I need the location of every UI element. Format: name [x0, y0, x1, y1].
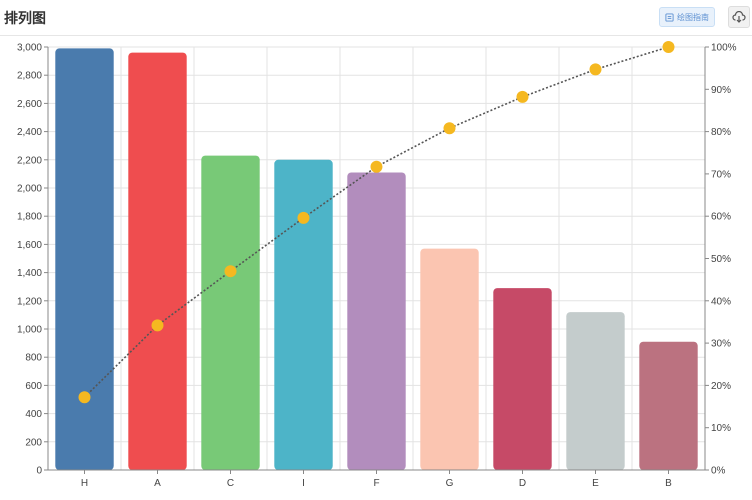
bar-F — [347, 172, 406, 471]
y-tick-label: 0 — [36, 466, 42, 477]
y2-tick-label: 50% — [711, 254, 731, 265]
tick-labels: 0 200 400 600 800 1,000 1,200 1,400 1,600 1,800 2,… — [17, 43, 737, 490]
cumulative-point-C — [224, 265, 237, 278]
axes — [44, 46, 709, 474]
cumulative-point-G — [443, 122, 456, 135]
bar-C — [201, 155, 260, 470]
bar-I — [274, 159, 333, 471]
y-tick-label: 600 — [25, 381, 42, 392]
cumulative-point-I — [297, 211, 310, 224]
cumulative-point-A — [151, 319, 164, 332]
y-tick-label: 1,400 — [17, 268, 42, 279]
y2-tick-label: 70% — [711, 169, 731, 180]
y-tick-label: 2,800 — [17, 71, 42, 82]
bars — [55, 48, 698, 471]
y2-tick-label: 90% — [711, 85, 731, 96]
bar-G — [420, 248, 479, 470]
y-tick-label: 2,200 — [17, 155, 42, 166]
y2-tick-label: 0% — [711, 466, 726, 477]
y2-tick-label: 30% — [711, 339, 731, 350]
cloud-download-icon — [732, 11, 746, 23]
y2-tick-label: 10% — [711, 423, 731, 434]
page-title: 排列图 — [4, 11, 46, 27]
x-tick-label: E — [592, 478, 599, 489]
chart-header: 排列图 绘图指南 — [0, 0, 752, 36]
x-tick-label: C — [227, 478, 234, 489]
guide-book-icon — [665, 12, 674, 22]
x-tick-label: A — [154, 478, 161, 489]
bar-B — [639, 341, 698, 470]
y-tick-label: 1,800 — [17, 212, 42, 223]
cumulative-point-B — [662, 41, 675, 53]
y-tick-label: 800 — [25, 353, 42, 364]
y-tick-label: 400 — [25, 409, 42, 420]
x-tick-label: B — [665, 478, 672, 489]
bar-H — [55, 48, 114, 470]
y-tick-label: 2,000 — [17, 184, 42, 195]
bar-A — [128, 52, 187, 470]
y2-tick-label: 20% — [711, 381, 731, 392]
drawing-guide-label: 绘图指南 — [677, 12, 709, 22]
x-tick-label: F — [373, 478, 379, 489]
x-tick-label: H — [81, 478, 88, 489]
y-tick-label: 3,000 — [17, 43, 42, 54]
y2-tick-label: 100% — [711, 43, 737, 54]
y-tick-label: 1,000 — [17, 325, 42, 336]
cumulative-point-H — [78, 391, 91, 404]
y-tick-label: 1,200 — [17, 296, 42, 307]
x-tick-label: D — [519, 478, 526, 489]
y-tick-label: 1,600 — [17, 240, 42, 251]
cumulative-point-E — [589, 63, 602, 76]
y2-tick-label: 40% — [711, 296, 731, 307]
cumulative-point-F — [370, 160, 383, 173]
bar-D — [493, 288, 552, 470]
y2-tick-label: 80% — [711, 127, 731, 138]
download-button[interactable] — [728, 6, 750, 28]
y-tick-label: 2,400 — [17, 127, 42, 138]
y-tick-label: 200 — [25, 437, 42, 448]
drawing-guide-button[interactable]: 绘图指南 — [659, 7, 715, 27]
x-tick-label: I — [302, 478, 305, 489]
y2-tick-label: 60% — [711, 212, 731, 223]
y-tick-label: 2,600 — [17, 99, 42, 110]
x-tick-label: G — [446, 478, 454, 489]
cumulative-line — [78, 41, 675, 404]
cumulative-point-D — [516, 90, 529, 103]
bar-E — [566, 312, 625, 470]
